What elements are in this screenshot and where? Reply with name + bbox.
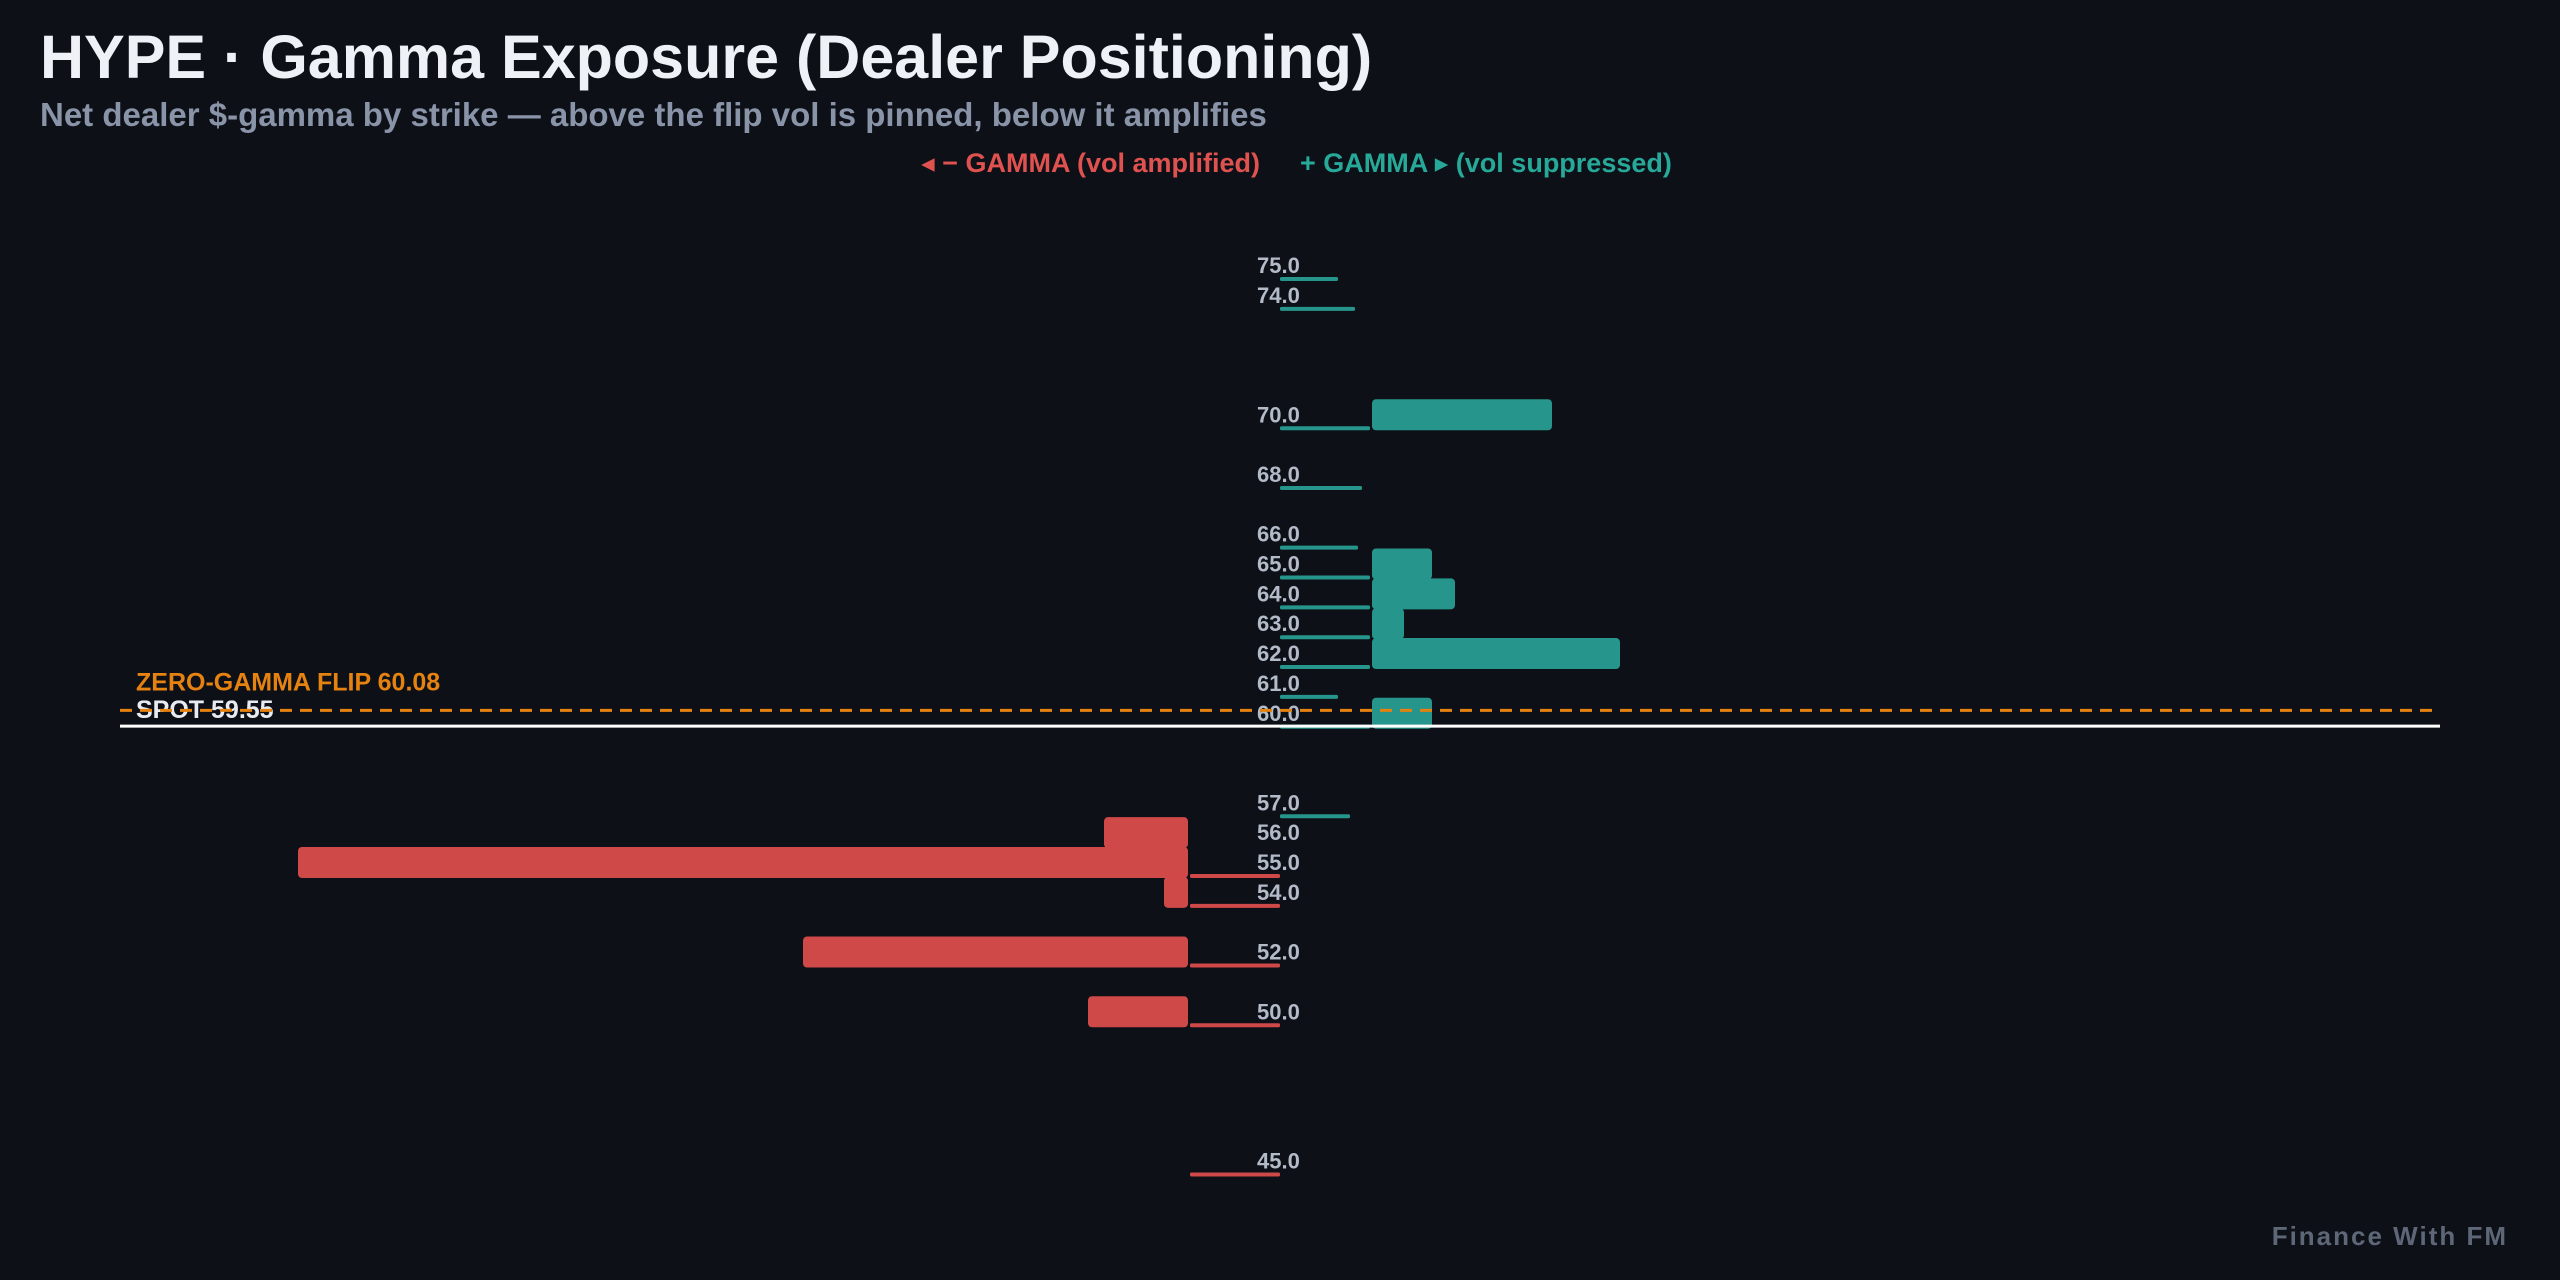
net-gamma-bar (1372, 697, 1432, 729)
net-gamma-bar (803, 936, 1188, 968)
call-gamma-bar (1280, 694, 1338, 699)
strike-label: 74.0 (1257, 283, 1300, 308)
strike-label: 65.0 (1257, 552, 1300, 577)
zero-gamma-flip-label: ZERO-GAMMA FLIP 60.08 (136, 668, 440, 696)
strike-label: 70.0 (1257, 402, 1300, 427)
net-gamma-bar (1372, 548, 1432, 580)
chart-subtitle: Net dealer $-gamma by strike — above the… (40, 96, 1267, 133)
strike-label: 45.0 (1257, 1149, 1300, 1174)
legend-positive-gamma: + GAMMA ▸ (vol suppressed) (1300, 148, 1672, 178)
strike-label: 56.0 (1257, 820, 1300, 845)
net-gamma-bar (1372, 638, 1620, 670)
put-gamma-bar (1190, 963, 1280, 968)
net-gamma-bar (1372, 399, 1552, 431)
call-gamma-bar (1280, 277, 1338, 281)
legend-negative-gamma: ◂ − GAMMA (vol amplified) (921, 148, 1260, 178)
strike-label: 64.0 (1257, 581, 1300, 606)
call-gamma-bar (1280, 605, 1370, 610)
call-gamma-bar (1280, 426, 1370, 431)
strike-label: 63.0 (1257, 611, 1300, 636)
chart-title: HYPE · Gamma Exposure (Dealer Positionin… (40, 23, 1373, 91)
call-gamma-bar (1280, 575, 1370, 580)
put-gamma-bar (1190, 1172, 1280, 1177)
put-gamma-bar (1190, 903, 1280, 908)
net-gamma-bar (298, 847, 1188, 878)
strike-label: 52.0 (1257, 940, 1300, 965)
label-overlap-mask (120, 684, 520, 701)
strike-label: 66.0 (1257, 522, 1300, 547)
strike-label: 61.0 (1257, 671, 1300, 696)
call-gamma-bar (1280, 814, 1350, 819)
strike-label: 68.0 (1257, 462, 1300, 487)
strike-label: 57.0 (1257, 790, 1300, 815)
net-gamma-bar (1088, 996, 1188, 1028)
strike-label: 60.0 (1257, 701, 1300, 726)
call-gamma-bar (1280, 635, 1370, 640)
watermark: Finance With FM (2271, 1221, 2508, 1251)
net-gamma-bar (1372, 578, 1455, 610)
strike-label: 55.0 (1257, 850, 1300, 875)
strike-label: 50.0 (1257, 999, 1300, 1024)
call-gamma-bar (1280, 545, 1358, 550)
strike-label: 75.0 (1257, 253, 1300, 278)
net-gamma-bar (1104, 817, 1188, 849)
strike-label: 62.0 (1257, 641, 1300, 666)
call-gamma-bar (1280, 485, 1362, 490)
put-gamma-bar (1190, 874, 1280, 878)
net-gamma-bar (1164, 876, 1188, 908)
call-gamma-bar (1280, 665, 1370, 670)
net-gamma-bar (1372, 608, 1404, 640)
call-gamma-bar (1280, 306, 1355, 311)
strike-label: 54.0 (1257, 880, 1300, 905)
put-gamma-bar (1190, 1023, 1280, 1028)
